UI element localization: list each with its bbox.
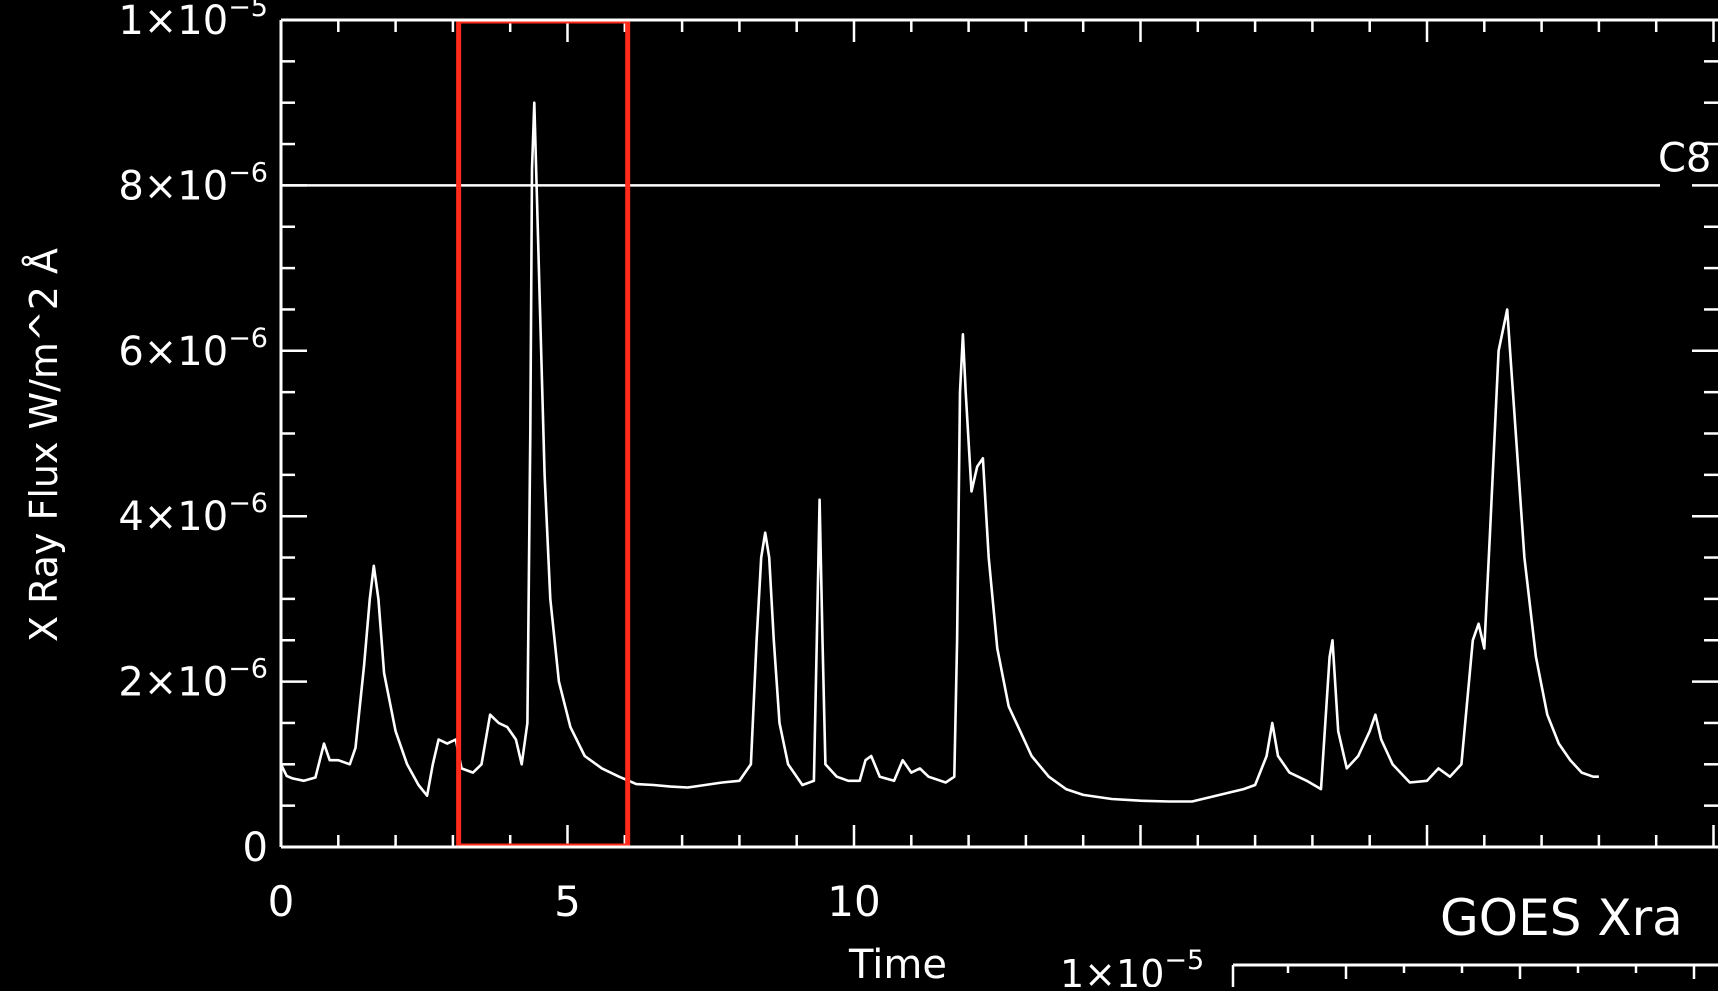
threshold-label: C8 (1658, 135, 1711, 181)
x-tick-label: 5 (554, 877, 581, 926)
y-tick-label: 4×10−6 (118, 488, 268, 540)
inset-tick-marks (1231, 965, 1696, 987)
y-tick-label: 0 (243, 825, 268, 871)
y-tick-label: 8×10−6 (118, 157, 268, 209)
flux-series-line (279, 101, 1599, 803)
x-tick-label: 10 (827, 877, 880, 926)
inset-title: GOES Xra (1440, 889, 1683, 947)
x-tick-label: 0 (268, 877, 295, 926)
y-tick-label: 1×10−5 (118, 0, 268, 44)
x-tick-marks (279, 20, 1715, 847)
x-tick-labels: 0 5 10 (268, 877, 881, 926)
y-tick-labels: 0 2×10−6 4×10−6 6×10−6 8×10−6 1×10−5 (118, 0, 268, 871)
inset-y-tick-label: 1×10−5 (1060, 945, 1204, 987)
y-axis-label: X Ray Flux W/m^2 Å (22, 248, 66, 642)
y-tick-label: 6×10−6 (118, 323, 268, 375)
x-axis-label: Time (848, 942, 947, 987)
y-tick-marks (281, 18, 1718, 849)
y-tick-label: 2×10−6 (118, 654, 268, 706)
